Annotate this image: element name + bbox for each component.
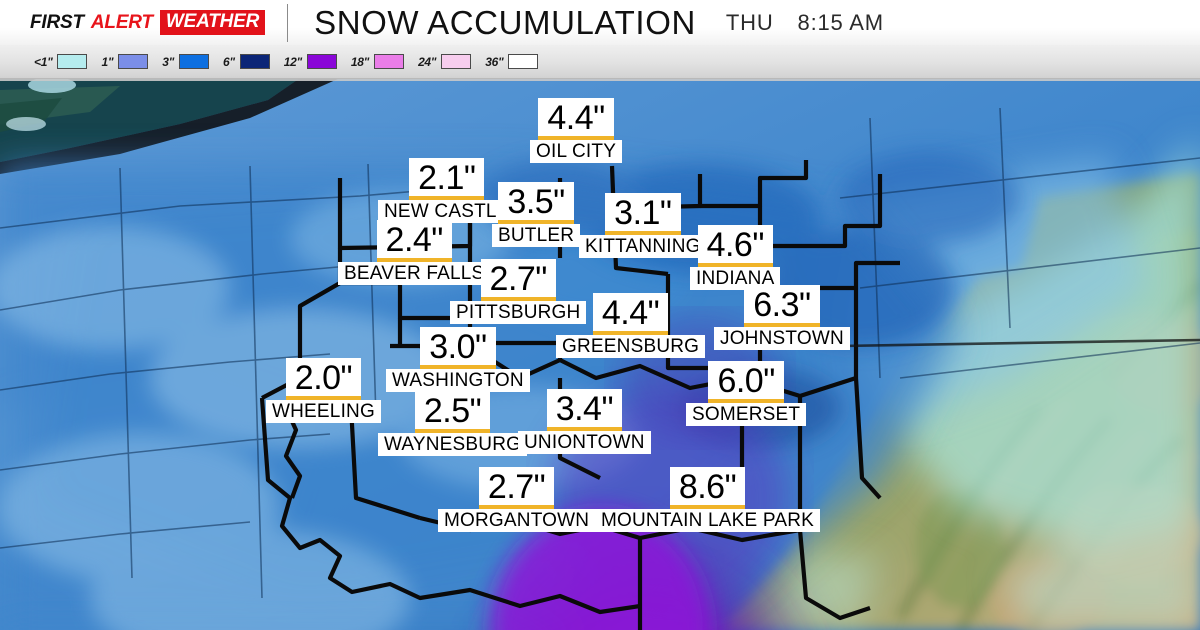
city-snow-label[interactable]: 2.7" MORGANTOWN bbox=[438, 467, 596, 532]
legend-item: 1" bbox=[101, 54, 149, 69]
logo-word-alert: ALERT bbox=[90, 11, 153, 33]
legend-item: 12" bbox=[284, 54, 337, 69]
logo-word-weather: WEATHER bbox=[159, 10, 266, 35]
city-name: GREENSBURG bbox=[556, 335, 706, 358]
first-alert-weather-logo: FIRST ALERT WEATHER bbox=[30, 10, 266, 35]
snow-amount-value: 2.1" bbox=[409, 158, 485, 200]
legend-swatch bbox=[118, 54, 149, 69]
snow-amount-value: 8.6" bbox=[669, 467, 746, 509]
city-name: UNIONTOWN bbox=[518, 431, 651, 454]
legend-swatch bbox=[306, 54, 337, 69]
snow-amount-value: 6.3" bbox=[744, 285, 820, 327]
snow-amount-value: 6.0" bbox=[708, 361, 784, 403]
legend-item: 24" bbox=[418, 54, 472, 69]
city-snow-label[interactable]: 4.6" INDIANA bbox=[690, 225, 781, 290]
legend-swatch bbox=[239, 54, 270, 69]
city-snow-label[interactable]: 2.7" PITTSBURGH bbox=[450, 259, 587, 324]
city-snow-label[interactable]: 3.0" WASHINGTON bbox=[386, 327, 530, 392]
city-name: OIL CITY bbox=[530, 140, 623, 163]
city-name: WASHINGTON bbox=[386, 369, 530, 392]
city-name: WHEELING bbox=[266, 400, 381, 423]
legend-label: 18" bbox=[350, 54, 370, 69]
legend-label: 6" bbox=[223, 54, 235, 69]
city-snow-label[interactable]: 6.3" JOHNSTOWN bbox=[714, 285, 850, 350]
header-bar: FIRST ALERT WEATHER SNOW ACCUMULATION TH… bbox=[0, 0, 1200, 45]
snow-depth-legend: <1" 1" 3" 6" 12" 18" 24" 36" bbox=[0, 45, 1200, 79]
snow-amount-value: 2.5" bbox=[414, 391, 491, 433]
legend-swatch bbox=[374, 54, 405, 69]
city-snow-label[interactable]: 4.4" GREENSBURG bbox=[556, 293, 706, 358]
logo-word-first: FIRST bbox=[30, 11, 84, 33]
city-snow-label[interactable]: 2.4" BEAVER FALLS bbox=[338, 220, 491, 285]
city-name: PITTSBURGH bbox=[450, 301, 587, 324]
legend-swatch bbox=[179, 54, 210, 69]
city-snow-label[interactable]: 6.0" SOMERSET bbox=[686, 361, 807, 426]
legend-swatch bbox=[57, 54, 88, 69]
legend-label: 36" bbox=[485, 54, 504, 69]
snow-amount-value: 2.4" bbox=[376, 220, 452, 262]
city-snow-label[interactable]: 3.1" KITTANNING bbox=[579, 193, 707, 258]
legend-label: 1" bbox=[101, 54, 114, 69]
forecast-time: 8:15 AM bbox=[797, 9, 884, 35]
city-name: WAYNESBURG bbox=[378, 433, 528, 456]
forecast-day: THU bbox=[725, 9, 774, 35]
city-snow-label[interactable]: 2.5" WAYNESBURG bbox=[378, 391, 528, 456]
snow-amount-value: 3.5" bbox=[498, 182, 574, 224]
snow-amount-value: 2.0" bbox=[285, 358, 362, 400]
snow-amount-value: 2.7" bbox=[480, 259, 556, 301]
city-snow-label[interactable]: 3.5" BUTLER bbox=[492, 182, 581, 247]
city-name: BEAVER FALLS bbox=[338, 262, 491, 285]
legend-item: 3" bbox=[162, 54, 210, 69]
city-snow-label[interactable]: 4.4" OIL CITY bbox=[530, 98, 623, 163]
page-title: SNOW ACCUMULATION bbox=[314, 3, 696, 41]
legend-label: 3" bbox=[162, 54, 175, 69]
legend-swatch bbox=[508, 54, 539, 69]
city-snow-label[interactable]: 8.6" MOUNTAIN LAKE PARK bbox=[595, 467, 820, 532]
legend-item: 18" bbox=[350, 54, 405, 69]
city-name: SOMERSET bbox=[686, 403, 807, 426]
snow-amount-value: 4.4" bbox=[592, 293, 669, 335]
city-snow-label[interactable]: 2.0" WHEELING bbox=[266, 358, 381, 423]
snow-amount-value: 2.7" bbox=[478, 467, 555, 509]
header-divider bbox=[287, 3, 289, 42]
snow-amount-value: 3.4" bbox=[546, 389, 623, 431]
forecast-timestamp: THU 8:15 AM bbox=[726, 10, 884, 36]
legend-label: 24" bbox=[418, 54, 437, 69]
city-name: BUTLER bbox=[492, 224, 581, 247]
legend-swatch bbox=[441, 54, 472, 69]
city-name: JOHNSTOWN bbox=[714, 327, 850, 350]
city-snow-label[interactable]: 3.4" UNIONTOWN bbox=[518, 389, 651, 454]
lake-erie bbox=[0, 78, 340, 174]
city-name: MORGANTOWN bbox=[438, 509, 596, 532]
legend-label: 12" bbox=[283, 54, 302, 69]
snow-amount-value: 4.4" bbox=[538, 98, 614, 140]
snow-amount-value: 3.1" bbox=[605, 193, 681, 235]
legend-item: <1" bbox=[34, 54, 88, 69]
city-name: INDIANA bbox=[690, 267, 781, 290]
city-snow-label[interactable]: 2.1" NEW CASTLE bbox=[378, 158, 516, 223]
legend-label: <1" bbox=[34, 54, 53, 69]
snow-amount-value: 3.0" bbox=[420, 327, 496, 369]
county-lines-thin bbox=[0, 107, 1200, 599]
snow-amount-value: 4.6" bbox=[697, 225, 773, 267]
city-name: KITTANNING bbox=[579, 235, 707, 258]
city-name: MOUNTAIN LAKE PARK bbox=[595, 509, 820, 532]
lat-line bbox=[839, 338, 1200, 348]
legend-item: 36" bbox=[485, 54, 539, 69]
legend-item: 6" bbox=[223, 54, 270, 69]
city-name: NEW CASTLE bbox=[378, 200, 516, 223]
